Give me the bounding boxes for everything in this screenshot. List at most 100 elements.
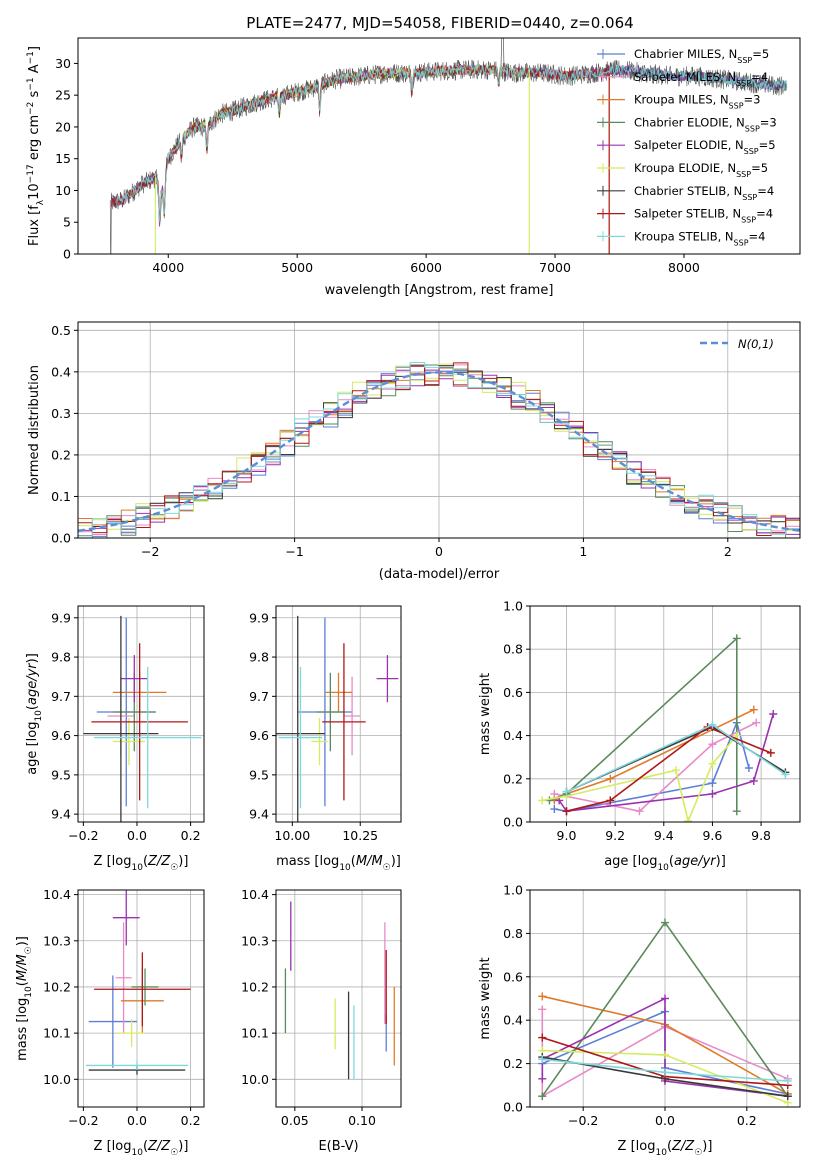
x-tick-label: 0.10 [348, 1113, 376, 1128]
legend-model-name: Kroupa ELODIE, N [634, 161, 736, 175]
x-axis-label: (data-model)/error [379, 567, 500, 582]
y-tick-label: 0.2 [51, 447, 71, 462]
y-tick-label: 15 [55, 151, 71, 166]
errorbar-kroupa-elodie [311, 717, 328, 766]
label-part: age/yr [25, 662, 40, 705]
axes-mass-vs-ebv [276, 890, 401, 1107]
legend-model-name: Kroupa MILES, N [634, 93, 729, 107]
y-tick-label: 0.2 [503, 1056, 523, 1071]
errorbar-chabrier-stelib [276, 615, 325, 822]
y-tick-label: 0.8 [503, 642, 523, 657]
label-part: ( [669, 854, 674, 869]
y-tick-label: 0.4 [503, 728, 523, 743]
data-layer-mass-vs-z [86, 890, 191, 1075]
legend-count: =5 [759, 138, 776, 152]
legend-label: Kroupa STELIB, NSSP=4 [634, 229, 765, 247]
x-tick-label: 9.0 [557, 828, 577, 843]
label-part: ( [15, 981, 30, 986]
y-tick-label: 20 [55, 119, 71, 134]
label-part: 10 [24, 986, 34, 998]
label-part: )] [15, 936, 30, 946]
errorbar-salpeter-elodie [376, 655, 399, 703]
y-tick-label: 10.4 [43, 887, 71, 902]
label-part: −2 [26, 102, 36, 115]
errorbar-kroupa-stelib [94, 666, 202, 809]
data-layer-mass-vs-ebv [284, 901, 395, 1080]
y-tick-label: 0.0 [503, 1100, 523, 1115]
y-tick-label: 10.1 [241, 1026, 269, 1041]
weight-marker [562, 787, 571, 796]
label-part: −1 [26, 51, 36, 64]
y-tick-label: 0.5 [51, 323, 71, 338]
label-part: age [log [604, 854, 657, 869]
weight-series-chabrier-miles [550, 718, 753, 816]
x-tick-label: 9.2 [605, 828, 625, 843]
legend-sub: SSP [736, 170, 751, 179]
legend-sub: SSP [734, 238, 749, 247]
legend-sub: SSP [729, 101, 744, 110]
legend-label: Chabrier ELODIE, NSSP=3 [634, 115, 777, 132]
legend-count: =3 [744, 93, 761, 107]
label-part: 10 [131, 863, 143, 873]
y-tick-label: 0.6 [503, 685, 523, 700]
frame-mass-weight-vs-age: 9.0 9.2 9.4 9.6 9.8 0.0 0.2 0.4 0.6 0.8 1.0 [503, 599, 801, 843]
label-part: Z/Z [147, 1139, 171, 1154]
errorbar-chabrier-stelib [83, 615, 159, 822]
weight-marker [732, 807, 741, 816]
model-spectrum-kroupa-stelib [116, 63, 788, 223]
y-tick-label: 9.7 [51, 689, 71, 704]
axes-age-vs-z [78, 606, 204, 822]
weight-marker [766, 748, 775, 757]
y-tick-label: 9.9 [51, 610, 71, 625]
y-tick-label: 0 [63, 247, 71, 262]
label-part: M/M [356, 854, 383, 869]
y-tick-label: 10.0 [43, 1072, 71, 1087]
y-tick-label: 30 [55, 56, 71, 71]
weight-marker [562, 807, 571, 816]
weight-marker [749, 705, 758, 714]
weight-marker [538, 1092, 547, 1101]
axes-mass-vs-z [78, 890, 204, 1107]
figure-title: PLATE=2477, MJD=54058, FIBERID=0440, z=0… [246, 14, 633, 32]
plot-area [276, 606, 401, 822]
label-part: ☉ [383, 863, 391, 873]
label-part: λ [36, 199, 46, 205]
weight-series-kroupa-elodie [538, 731, 741, 822]
label-part: ( [25, 705, 40, 710]
errorbar-kroupa-stelib [86, 1060, 188, 1071]
x-tick-label: 8000 [668, 260, 700, 275]
legend-model-name: Salpeter MILES, N [634, 70, 736, 84]
y-tick-label: 10.3 [43, 933, 71, 948]
weight-marker [538, 1033, 547, 1042]
data-layer-mass-weight-vs-age [538, 634, 790, 822]
errorbar-kroupa-stelib [278, 666, 323, 809]
legend-model-name: Salpeter ELODIE, N [634, 138, 744, 152]
y-tick-label: 0.4 [51, 364, 71, 379]
frame-age-vs-z: −0.2 0.0 0.2 9.4 9.5 9.6 9.7 9.8 9.9 [51, 605, 205, 843]
y-tick-label: 0.6 [503, 969, 523, 984]
axes-frame [529, 605, 801, 823]
errorbar-salpeter-stelib [94, 952, 191, 1027]
y-tick-label: 9.5 [249, 767, 269, 782]
data-layer-mass-weight-vs-z [538, 918, 792, 1107]
x-axis-label: age [log10(age/yr)] [604, 854, 726, 873]
weight-series-kroupa-stelib [538, 1055, 792, 1085]
label-part: −17 [26, 164, 36, 183]
y-tick-label: 9.4 [51, 807, 71, 822]
label-part: )] [391, 854, 401, 869]
weight-marker [538, 1005, 547, 1014]
legend-sub: SSP [737, 56, 752, 65]
data-layer-age-vs-z [83, 615, 202, 822]
x-tick-label: 0 [435, 544, 443, 559]
weight-series-salpeter-elodie [555, 710, 778, 816]
y-tick-label: 0.0 [51, 531, 71, 546]
x-tick-label: 10.00 [274, 828, 310, 843]
axes-frame [77, 37, 801, 255]
label-part: )] [716, 854, 726, 869]
errorbar-salpeter-miles [115, 922, 132, 1034]
y-tick-label: 0.2 [503, 771, 523, 786]
y-tick-label: 9.9 [249, 610, 269, 625]
x-tick-label: 9.4 [654, 828, 674, 843]
label-part: Z [log [94, 854, 132, 869]
